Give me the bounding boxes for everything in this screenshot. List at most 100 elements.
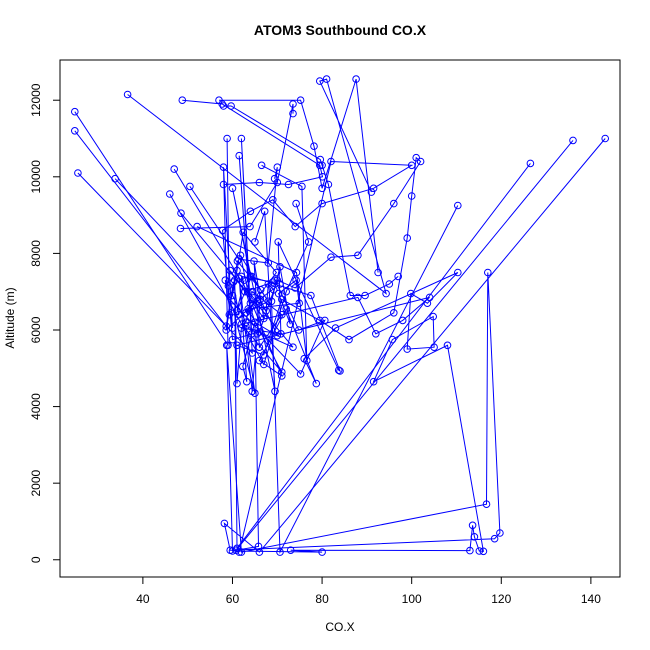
data-point	[385, 280, 394, 288]
data-point	[273, 331, 282, 340]
data-point	[242, 318, 250, 327]
data-point	[186, 182, 194, 191]
series-3	[228, 159, 535, 553]
data-point	[292, 276, 300, 285]
data-point	[272, 268, 281, 277]
data-point	[239, 362, 247, 371]
series-2	[226, 136, 577, 555]
data-point	[298, 182, 306, 191]
series-16	[176, 100, 297, 233]
data-point	[354, 293, 362, 302]
data-point	[466, 546, 474, 555]
data-point	[403, 234, 412, 242]
data-point	[569, 136, 577, 145]
x-axis-label: CO.X	[325, 620, 354, 634]
data-point	[321, 316, 329, 325]
data-point	[407, 192, 416, 200]
data-point	[318, 161, 326, 170]
series-line	[182, 99, 324, 186]
series-line	[196, 164, 308, 361]
data-point	[361, 291, 369, 300]
data-point	[296, 96, 305, 104]
data-point	[228, 184, 237, 193]
data-point	[289, 343, 297, 352]
data-point	[318, 548, 326, 556]
data-point	[289, 109, 297, 118]
series-8	[111, 174, 329, 378]
x-tick-label: 100	[402, 592, 422, 606]
data-point	[269, 196, 277, 204]
data-point	[243, 287, 252, 296]
data-point	[468, 521, 477, 530]
data-point	[282, 287, 291, 296]
data-point	[278, 310, 286, 319]
series-line	[173, 168, 275, 312]
data-point	[278, 372, 286, 380]
series-line	[180, 212, 294, 394]
data-point	[336, 367, 344, 375]
plot-frame	[59, 59, 621, 578]
data-point	[316, 316, 324, 325]
data-point	[267, 297, 276, 306]
series-line	[114, 178, 326, 375]
data-point	[215, 96, 223, 104]
data-point	[286, 546, 295, 555]
data-point	[178, 96, 187, 104]
x-tick-label: 40	[136, 592, 150, 606]
x-tick-label: 120	[491, 592, 511, 606]
data-point	[390, 199, 398, 208]
series-5	[71, 107, 237, 350]
data-point	[394, 272, 403, 281]
data-point	[490, 534, 499, 543]
series-17	[215, 75, 382, 277]
data-point	[246, 207, 255, 216]
data-point	[223, 134, 231, 143]
data-point	[176, 224, 185, 233]
data-point	[316, 77, 324, 85]
data-point	[454, 201, 462, 210]
data-point	[316, 161, 324, 170]
data-point	[331, 324, 340, 332]
data-point	[296, 370, 305, 378]
data-point	[276, 548, 284, 556]
data-point	[229, 278, 238, 286]
data-point	[193, 222, 201, 231]
data-point	[257, 161, 266, 170]
data-point	[286, 320, 295, 329]
series-line	[74, 111, 233, 348]
y-tick-label: 4000	[29, 393, 43, 420]
data-point	[251, 238, 259, 246]
data-point	[429, 312, 438, 321]
data-point	[225, 310, 234, 319]
data-point	[416, 157, 425, 166]
data-point	[318, 199, 326, 208]
data-point	[382, 289, 390, 298]
data-point	[248, 349, 256, 357]
y-tick-label: 10000	[29, 160, 43, 194]
data-point	[372, 330, 380, 338]
data-point	[482, 500, 491, 509]
data-point	[354, 251, 362, 260]
series-line	[127, 78, 387, 295]
data-point	[170, 165, 178, 173]
data-point	[271, 276, 279, 285]
data-point	[369, 377, 378, 386]
data-point	[227, 102, 235, 110]
series-6	[71, 127, 243, 331]
data-point	[374, 268, 382, 277]
series-line	[222, 138, 606, 553]
data-point	[496, 529, 504, 537]
data-point	[219, 180, 228, 189]
data-point	[277, 330, 285, 338]
y-axis: 0 2000 4000 6000 8000 10000 12000	[29, 83, 61, 563]
series-layer	[71, 75, 610, 556]
data-point	[307, 291, 315, 300]
series-9	[123, 75, 390, 298]
data-point	[327, 253, 335, 262]
data-point	[260, 360, 268, 369]
data-point	[324, 180, 333, 189]
data-point	[264, 280, 273, 288]
data-point	[251, 389, 259, 398]
data-point	[526, 159, 535, 168]
data-point	[274, 238, 283, 246]
